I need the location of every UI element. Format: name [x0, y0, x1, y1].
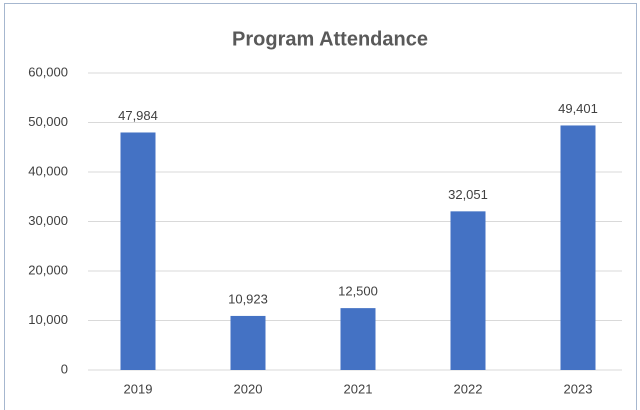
x-tick-label: 2022 — [454, 381, 483, 396]
y-tick-label: 0 — [61, 361, 68, 376]
y-tick-label: 40,000 — [28, 163, 68, 178]
data-label: 49,401 — [558, 101, 598, 116]
bar — [340, 308, 376, 370]
x-tick-label: 2021 — [344, 381, 373, 396]
chart-frame — [4, 3, 637, 410]
data-label: 12,500 — [338, 284, 378, 299]
data-label: 10,923 — [228, 291, 268, 306]
y-tick-label: 30,000 — [28, 213, 68, 228]
y-tick-label: 20,000 — [28, 262, 68, 277]
data-label: 47,984 — [118, 108, 158, 123]
bar — [560, 125, 596, 370]
x-tick-label: 2020 — [234, 381, 263, 396]
y-tick-label: 10,000 — [28, 312, 68, 327]
y-tick-label: 50,000 — [28, 114, 68, 129]
chart-title: Program Attendance — [232, 28, 428, 50]
data-label: 32,051 — [448, 187, 488, 202]
x-tick-label: 2023 — [564, 381, 593, 396]
y-tick-label: 60,000 — [28, 64, 68, 79]
bar — [120, 132, 156, 370]
bar — [450, 211, 486, 370]
bar — [230, 315, 266, 370]
x-tick-label: 2019 — [124, 381, 153, 396]
